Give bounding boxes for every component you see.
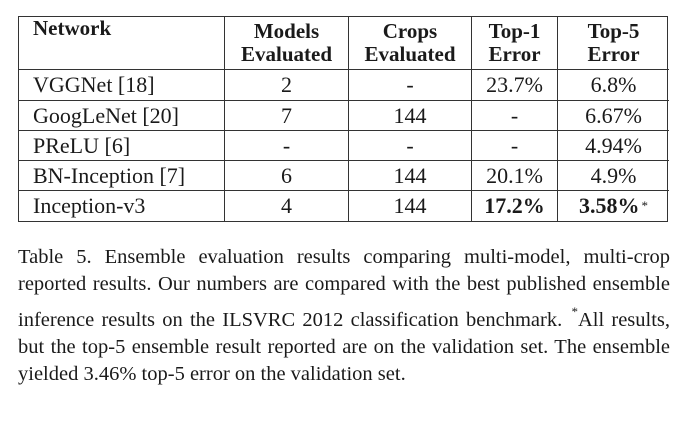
caption-asterisk-mark: * — [571, 304, 578, 319]
header-top5-line-2: Error — [587, 42, 640, 66]
caption-text-b: All results, but the top-5 ensemble resu… — [18, 309, 671, 385]
asterisk-footnote-mark: * — [641, 198, 649, 213]
cell-crops: 144 — [349, 191, 472, 221]
header-top5-error: Top-5 Error — [558, 17, 669, 70]
header-models-line-2: Evaluated — [240, 42, 332, 66]
cell-network: Inception-v3 — [19, 191, 225, 221]
header-crops-line-2: Evaluated — [364, 42, 456, 66]
cell-models: 7 — [225, 101, 349, 131]
header-network: Network — [19, 17, 225, 70]
cell-models: - — [225, 131, 349, 161]
cell-network: PReLU [6] — [19, 131, 225, 161]
cell-top5-best-value: 3.58% — [579, 193, 640, 218]
header-top1-error: Top-1 Error — [472, 17, 558, 70]
cell-crops: - — [349, 70, 472, 101]
header-crops-evaluated: Crops Evaluated — [349, 17, 472, 70]
cell-top5: 4.94% — [558, 131, 669, 161]
cell-top5: 6.67% — [558, 101, 669, 131]
header-crops-line-1: Crops — [382, 19, 438, 43]
cell-network: VGGNet [18] — [19, 70, 225, 101]
cell-top1: - — [472, 101, 558, 131]
cell-top5: 4.9% — [558, 161, 669, 191]
caption-label: Table 5. — [18, 246, 92, 268]
header-top5-line-1: Top-5 — [587, 19, 640, 43]
cell-top1-best: 17.2% — [472, 191, 558, 221]
cell-top1: 20.1% — [472, 161, 558, 191]
cell-models: 4 — [225, 191, 349, 221]
cell-top1: - — [472, 131, 558, 161]
header-models-line-1: Models — [253, 19, 320, 43]
header-top1-line-2: Error — [488, 42, 541, 66]
results-table: Network Models Evaluated Crops Evaluated… — [18, 16, 669, 222]
cell-network: BN-Inception [7] — [19, 161, 225, 191]
cell-network: GoogLeNet [20] — [19, 101, 225, 131]
cell-models: 6 — [225, 161, 349, 191]
caption-text-a: Ensemble evaluation results comparing mu… — [18, 246, 671, 331]
header-network-line-1: Network — [33, 17, 112, 40]
table-caption: Table 5. Ensemble evaluation results com… — [18, 244, 670, 388]
cell-top5-best: 3.58% * — [558, 191, 669, 221]
header-top1-line-1: Top-1 — [488, 19, 541, 43]
header-models-evaluated: Models Evaluated — [225, 17, 349, 70]
cell-top1: 23.7% — [472, 70, 558, 101]
cell-models: 2 — [225, 70, 349, 101]
cell-top5: 6.8% — [558, 70, 669, 101]
cell-crops: 144 — [349, 101, 472, 131]
cell-crops: 144 — [349, 161, 472, 191]
cell-crops: - — [349, 131, 472, 161]
